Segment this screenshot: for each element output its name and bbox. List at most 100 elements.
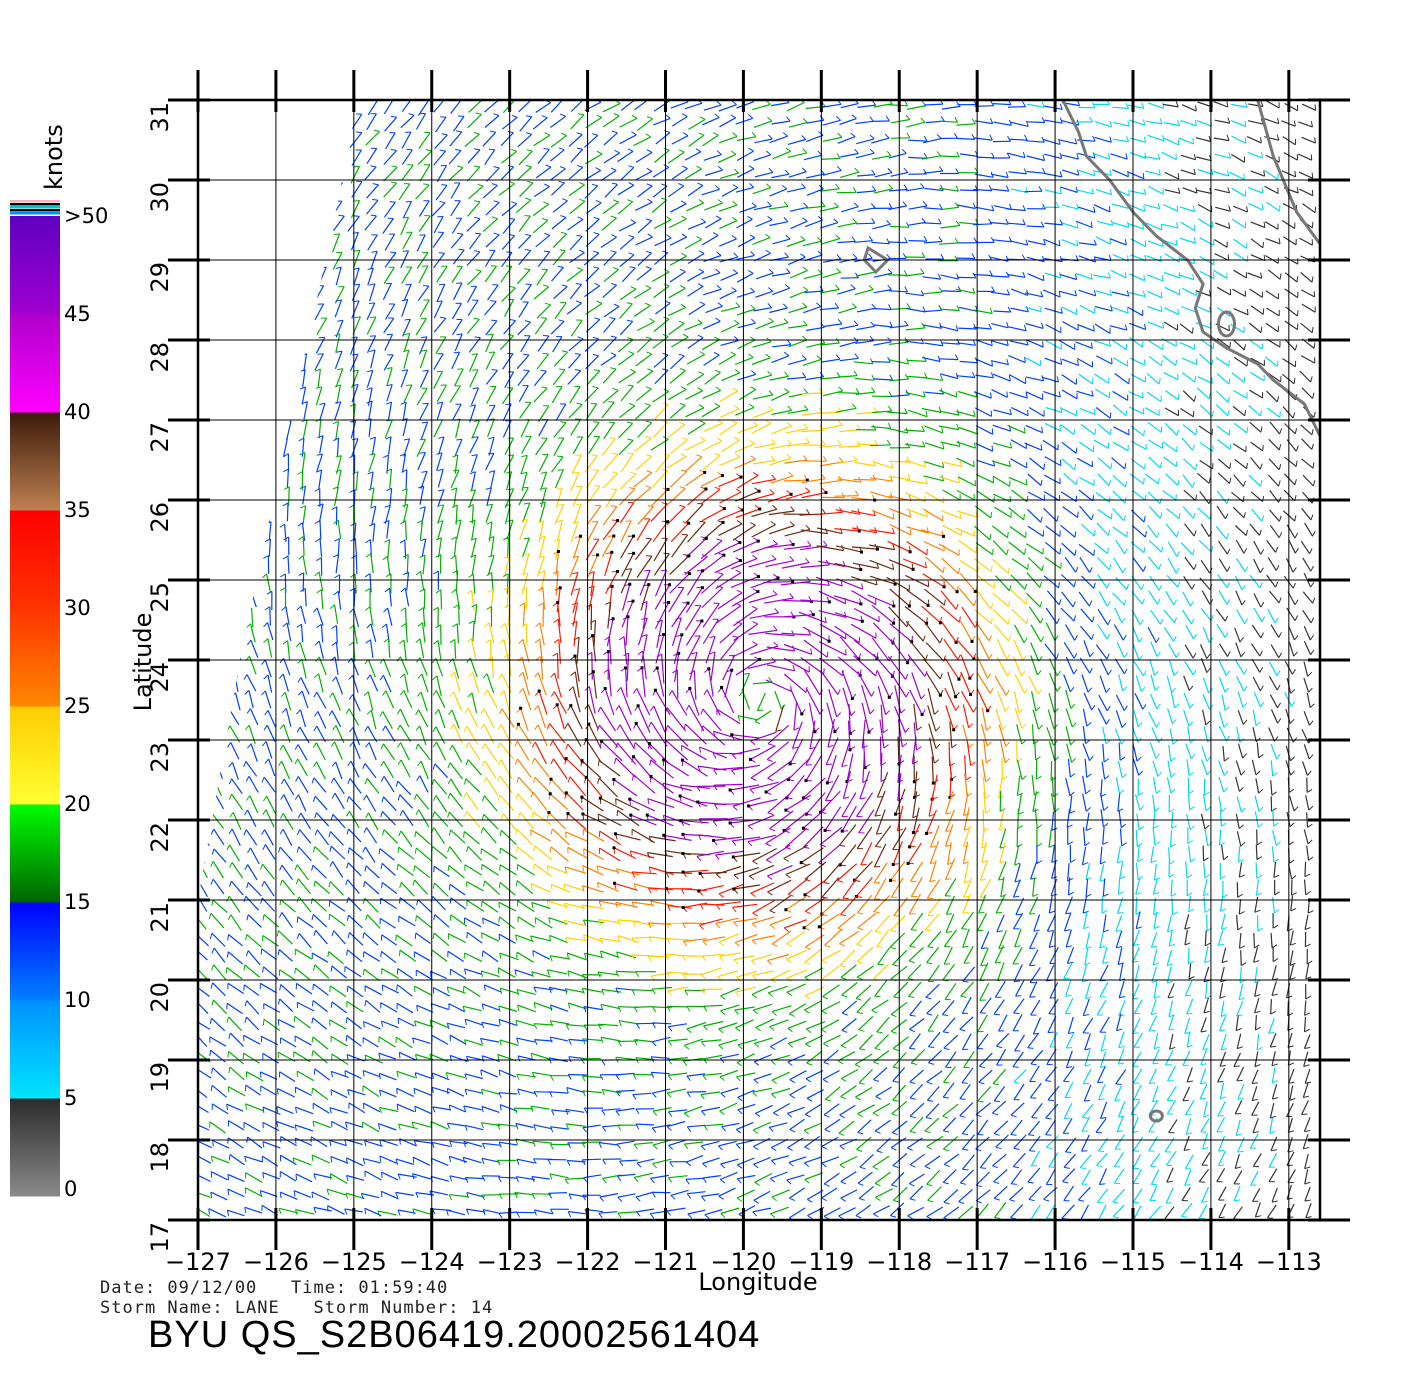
wind-barb: [704, 371, 721, 385]
wind-barb: [467, 270, 482, 286]
wind-barb-tick: [561, 132, 567, 136]
wind-barb: [973, 188, 992, 192]
wind-barb-tick: [714, 185, 720, 190]
wind-barb: [788, 358, 807, 365]
wind-barb: [756, 272, 774, 280]
rain-flag: [942, 534, 945, 538]
wind-barb: [1197, 203, 1212, 213]
wind-barb: [835, 407, 857, 413]
wind-barb: [905, 327, 926, 331]
rain-flag: [700, 619, 704, 623]
wind-barb-tick: [663, 164, 670, 168]
wind-barb-tick: [509, 319, 516, 322]
rain-flag: [686, 601, 690, 605]
wind-barb-tick: [1244, 137, 1247, 144]
wind-barb-tick: [888, 184, 894, 190]
wind-barb: [468, 100, 484, 113]
wind-barb: [454, 333, 463, 352]
wind-barb-tick: [593, 485, 600, 487]
wind-barb-tick: [1055, 202, 1060, 208]
wind-barb-tick: [1160, 292, 1163, 298]
rain-flag: [680, 633, 684, 637]
wind-barb-tick: [802, 335, 808, 341]
wind-barb: [1075, 341, 1093, 349]
wind-barb: [991, 389, 1008, 398]
wind-barb: [721, 306, 741, 312]
wind-barb: [837, 222, 857, 228]
wind-barb-tick: [1142, 290, 1146, 297]
wind-barb-tick: [925, 410, 928, 417]
wind-barb-tick: [526, 115, 532, 118]
rain-flag: [860, 550, 863, 554]
wind-barb-tick: [697, 182, 704, 186]
wind-barb-tick: [1142, 408, 1145, 415]
wind-barb: [435, 116, 447, 133]
wind-barb-tick: [1175, 239, 1178, 246]
wind-barb: [1147, 102, 1165, 109]
wind-barb: [1095, 407, 1111, 419]
wind-barb-tick: [559, 166, 566, 170]
wind-barb: [552, 233, 568, 249]
wind-barb: [1045, 340, 1062, 350]
wind-barb: [1212, 269, 1228, 279]
wind-barb-tick: [627, 199, 633, 203]
wind-barb: [1061, 374, 1077, 385]
wind-barb-tick: [1261, 343, 1264, 350]
wind-barb: [1094, 340, 1111, 347]
wind-barb-tick: [888, 391, 893, 397]
wind-barb: [821, 157, 841, 160]
wind-barb-tick: [390, 115, 397, 118]
wind-barb-tick: [1276, 396, 1280, 403]
wind-barb: [1265, 238, 1281, 245]
wind-barb-tick: [1005, 271, 1010, 278]
wind-barb-tick: [629, 266, 636, 269]
wind-barb-tick: [826, 651, 829, 658]
wind-barb-tick: [785, 234, 791, 240]
wind-barb: [888, 152, 907, 159]
wind-barb-tick: [747, 215, 753, 220]
wind-barb: [416, 387, 428, 406]
wind-barb: [737, 168, 755, 178]
wind-barb: [1301, 387, 1314, 399]
rain-flag: [720, 685, 724, 689]
wind-barb-tick: [884, 133, 890, 139]
wind-barb: [568, 166, 584, 180]
wind-barb: [403, 333, 411, 353]
wind-barb: [570, 148, 584, 163]
wind-barb-tick: [787, 339, 792, 345]
wind-barb: [701, 405, 721, 418]
wind-barb-tick: [349, 403, 356, 407]
wind-barb-tick: [626, 319, 633, 322]
wind-barb: [1143, 156, 1161, 160]
wind-barb: [551, 217, 567, 230]
wind-barb: [370, 349, 376, 369]
wind-barb: [923, 377, 943, 381]
wind-barb-tick: [319, 402, 326, 406]
wind-barb-tick: [921, 217, 926, 223]
wind-barb-tick: [717, 199, 723, 204]
wind-barb: [802, 412, 823, 416]
wind-barb-tick: [749, 287, 755, 293]
wind-barb-tick: [610, 352, 617, 356]
wind-barb-tick: [355, 131, 362, 134]
wind-barb: [352, 249, 361, 269]
wind-barb-tick: [1158, 169, 1161, 175]
wind-barb: [1265, 322, 1279, 333]
wind-barb-tick: [989, 307, 993, 314]
wind-barb: [567, 218, 584, 231]
wind-barb: [1164, 171, 1180, 180]
wind-barb: [839, 117, 857, 126]
wind-barb-tick: [647, 198, 653, 203]
wind-barb: [1044, 153, 1062, 159]
wind-barb: [1112, 357, 1128, 367]
rain-flag: [703, 470, 707, 474]
wind-barb: [532, 117, 548, 130]
wind-barb-tick: [697, 334, 704, 339]
wind-barb-tick: [873, 407, 878, 413]
wind-barb: [1058, 139, 1077, 145]
wind-barb: [991, 323, 1009, 329]
wind-barb: [1094, 121, 1112, 128]
wind-barb: [633, 287, 652, 299]
wind-barb-tick: [992, 476, 995, 483]
wind-barb: [669, 255, 687, 266]
